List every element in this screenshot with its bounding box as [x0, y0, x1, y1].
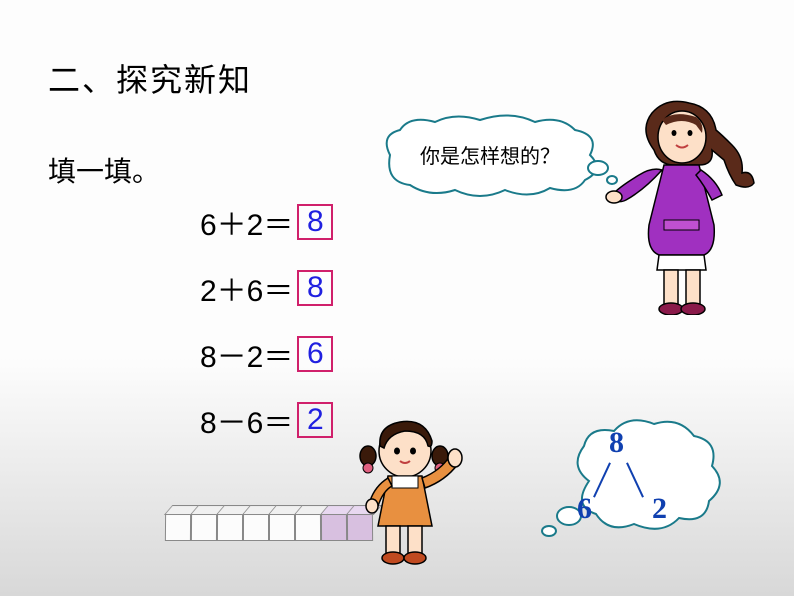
- cube-white: [243, 513, 269, 541]
- equation-expression: 8－6＝: [200, 398, 293, 442]
- cube-white: [217, 513, 243, 541]
- equation-expression: 6＋2＝: [200, 200, 293, 244]
- equation-expression: 8－2＝: [200, 332, 293, 376]
- cube-white: [165, 513, 191, 541]
- bubble-question-text: 你是怎样想的？: [420, 140, 560, 169]
- teacher-illustration: [604, 95, 764, 315]
- cube-purple: [321, 513, 347, 541]
- number-bond-diagram: 8 6 2: [559, 426, 689, 526]
- equation-row: 6＋2＝ 8: [200, 200, 333, 244]
- answer-box: 8: [297, 204, 333, 240]
- cube-white: [295, 513, 321, 541]
- equation-row: 8－6＝ 2: [200, 398, 333, 442]
- equation-row: 2＋6＝ 8: [200, 266, 333, 310]
- answer-box: 2: [297, 402, 333, 438]
- subtitle: 填一填。: [48, 150, 160, 190]
- counting-cubes: [165, 513, 373, 541]
- cube-white: [191, 513, 217, 541]
- equation-row: 8－2＝ 6: [200, 332, 333, 376]
- bond-line: [593, 462, 611, 497]
- answer-box: 8: [297, 270, 333, 306]
- answer-box: 6: [297, 336, 333, 372]
- bond-whole: 8: [609, 426, 624, 460]
- student-illustration: [350, 416, 470, 566]
- bond-part-left: 6: [577, 492, 592, 526]
- bond-line: [626, 462, 644, 497]
- equations-list: 6＋2＝ 8 2＋6＝ 8 8－2＝ 6 8－6＝ 2: [200, 200, 333, 464]
- teacher-speech-bubble: 你是怎样想的？: [360, 110, 620, 190]
- section-title: 二、探究新知: [48, 55, 252, 101]
- equation-expression: 2＋6＝: [200, 266, 293, 310]
- cube-white: [269, 513, 295, 541]
- bond-part-right: 2: [652, 492, 667, 526]
